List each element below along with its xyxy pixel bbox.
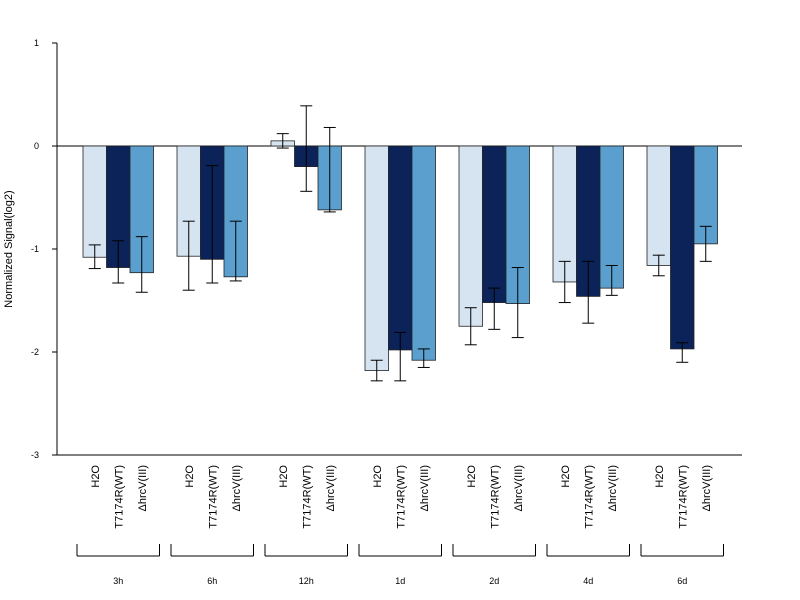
bar-category-label: ΔhrcV(III) [419, 465, 431, 511]
y-tick-label: -1 [31, 244, 39, 254]
bar-category-label: ΔhrcV(III) [701, 465, 713, 511]
group-label: 6d [677, 576, 687, 586]
bar-category-label: H2O [372, 465, 384, 488]
bar-2d-1 [482, 145, 507, 303]
bar-category-label: H2O [466, 465, 478, 488]
bar-category-label: H2O [184, 465, 196, 488]
group-label: 12h [299, 576, 314, 586]
bar-category-label: T7174R(WT) [113, 465, 125, 529]
bar-category-label: H2O [654, 465, 666, 488]
bar-1d-1 [388, 145, 413, 351]
bar-3h-0 [82, 145, 107, 258]
y-tick-label: 1 [34, 38, 39, 48]
bar-category-label: T7174R(WT) [489, 465, 501, 529]
y-tick-label: -2 [31, 347, 39, 357]
y-tick-label: -3 [31, 450, 39, 460]
bar-6d-0 [646, 145, 671, 266]
bar-2d-0 [458, 145, 483, 327]
group-label: 2d [489, 576, 499, 586]
group-label: 3h [113, 576, 123, 586]
bar-category-label: T7174R(WT) [301, 465, 313, 529]
group-label: 4d [583, 576, 593, 586]
bar-category-label: H2O [560, 465, 572, 488]
bar-1d-2 [411, 145, 436, 361]
bar-category-label: ΔhrcV(III) [607, 465, 619, 511]
bar-category-label: H2O [278, 465, 290, 488]
group-label: 1d [395, 576, 405, 586]
y-tick-label: 0 [34, 141, 39, 151]
group-label: 6h [207, 576, 217, 586]
bar-category-label: ΔhrcV(III) [325, 465, 337, 511]
bar-1d-0 [364, 145, 389, 371]
bar-category-label: ΔhrcV(III) [137, 465, 149, 511]
y-axis-label: Normalized Signal(log2) [3, 190, 15, 307]
bar-category-label: T7174R(WT) [207, 465, 219, 529]
bar-category-label: T7174R(WT) [677, 465, 689, 529]
bar-category-label: ΔhrcV(III) [231, 465, 243, 511]
bar-6d-1 [670, 145, 695, 350]
bar-category-label: ΔhrcV(III) [513, 465, 525, 511]
bar-category-label: T7174R(WT) [395, 465, 407, 529]
bar-category-label: H2O [90, 465, 102, 488]
bar-category-label: T7174R(WT) [583, 465, 595, 529]
